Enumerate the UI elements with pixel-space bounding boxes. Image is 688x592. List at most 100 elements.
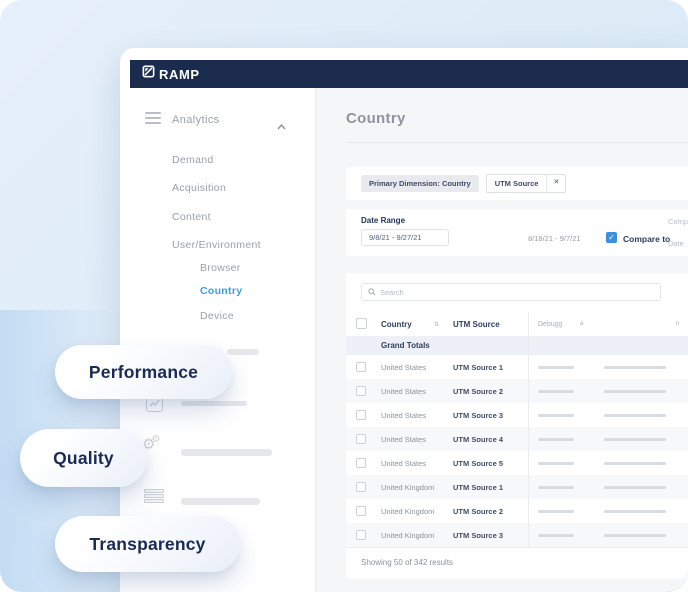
cell-country: United States xyxy=(381,363,427,372)
metric-placeholder-bar xyxy=(538,534,574,537)
sort-icon: n xyxy=(676,321,680,327)
date-range-bar: Date Range 9/8/21 - 9/27/21 8/18/21 - 9/… xyxy=(346,209,688,256)
results-table-card: Search Country ⇅ UTM Source : Debugg a n… xyxy=(346,273,688,579)
cell-country: United States xyxy=(381,387,427,396)
divider xyxy=(346,547,688,548)
row-checkbox[interactable] xyxy=(356,434,366,444)
cell-utm-source: UTM Source 1 xyxy=(453,483,504,492)
select-all-checkbox[interactable] xyxy=(356,318,367,329)
cell-utm-source: UTM Source 2 xyxy=(453,507,504,516)
utm-source-chip[interactable]: UTM Source ✕ xyxy=(485,174,567,193)
top-navbar: RAMP xyxy=(130,60,688,88)
sidebar-item-user-environment[interactable]: User/Environment xyxy=(172,239,261,251)
sort-icon: a xyxy=(580,321,584,327)
metric-placeholder-bar xyxy=(604,366,666,369)
close-icon[interactable]: ✕ xyxy=(546,175,565,192)
sidebar-item-device[interactable]: Device xyxy=(200,310,234,322)
sidebar-placeholder-bar xyxy=(181,449,272,456)
content-panel: Country Primary Dimension: Country UTM S… xyxy=(315,88,688,592)
metric-placeholder-bar xyxy=(538,486,574,489)
cell-country: United States xyxy=(381,411,427,420)
column-header-country[interactable]: Country xyxy=(381,320,412,329)
table-row[interactable]: United States UTM Source 1 xyxy=(346,355,688,379)
metric-placeholder-bar xyxy=(604,390,666,393)
app-window: RAMP Analytics Demand Acquisition Conten… xyxy=(120,48,688,592)
row-checkbox[interactable] xyxy=(356,506,366,516)
sidebar-placeholder-bar xyxy=(181,498,260,505)
primary-dimension-chip[interactable]: Primary Dimension: Country xyxy=(361,175,479,192)
column-divider xyxy=(528,312,529,547)
sidebar-placeholder-bar xyxy=(181,401,247,406)
transparency-pill: Transparency xyxy=(55,516,240,572)
metric-placeholder-bar xyxy=(538,462,574,465)
sidebar-item-demand[interactable]: Demand xyxy=(172,154,214,166)
sort-icon[interactable]: ⇅ xyxy=(434,322,440,328)
table-row[interactable]: United Kingdom UTM Source 2 xyxy=(346,499,688,523)
results-count-text: Showing 50 of 342 results xyxy=(361,558,454,567)
sidebar-item-browser[interactable]: Browser xyxy=(200,262,241,274)
sidebar-item-content[interactable]: Content xyxy=(172,211,211,223)
transparency-pill-label: Transparency xyxy=(89,533,206,554)
cell-country: United Kingdom xyxy=(381,483,435,492)
metric-placeholder-bar xyxy=(604,462,666,465)
quality-pill: Quality xyxy=(20,429,147,487)
date-range-label: Date Range xyxy=(361,216,406,225)
cell-country: United Kingdom xyxy=(381,507,435,516)
server-stack-icon xyxy=(144,489,164,504)
row-checkbox[interactable] xyxy=(356,482,366,492)
table-row[interactable]: United States UTM Source 4 xyxy=(346,427,688,451)
compare-checkbox[interactable]: ✓ xyxy=(606,232,617,243)
quality-pill-label: Quality xyxy=(53,447,114,468)
compare-to-label: Compare to xyxy=(623,234,671,244)
utm-source-chip-label: UTM Source xyxy=(494,179,539,188)
sidebar-section-analytics[interactable]: Analytics xyxy=(172,114,220,126)
column-header-metric[interactable]: Debugg xyxy=(538,321,563,328)
row-checkbox[interactable] xyxy=(356,458,366,468)
cell-utm-source: UTM Source 3 xyxy=(453,411,504,420)
search-icon xyxy=(368,283,376,301)
table-row[interactable]: United States UTM Source 5 xyxy=(346,451,688,475)
metric-placeholder-bar xyxy=(538,366,574,369)
divider xyxy=(346,142,688,143)
chevron-up-icon[interactable] xyxy=(277,117,286,135)
metric-placeholder-bar xyxy=(538,390,574,393)
metric-placeholder-bar xyxy=(604,438,666,441)
table-header-row: Country ⇅ UTM Source : Debugg a n xyxy=(346,312,688,336)
row-checkbox[interactable] xyxy=(356,386,366,396)
cell-utm-source: UTM Source 3 xyxy=(453,531,504,540)
cell-country: United States xyxy=(381,435,427,444)
sidebar-placeholder-bar xyxy=(227,349,259,355)
metric-placeholder-bar xyxy=(604,486,666,489)
metric-placeholder-bar xyxy=(538,414,574,417)
metric-placeholder-bar xyxy=(538,510,574,513)
grand-totals-label: Grand Totals xyxy=(381,341,430,350)
brand-logo[interactable]: RAMP xyxy=(142,65,200,83)
row-checkbox[interactable] xyxy=(356,530,366,540)
cell-utm-source: UTM Source 1 xyxy=(453,363,504,372)
clipped-date-text: Date xyxy=(668,239,684,248)
table-row[interactable]: United Kingdom UTM Source 1 xyxy=(346,475,688,499)
metric-placeholder-bar xyxy=(538,438,574,441)
search-input[interactable]: Search xyxy=(361,283,661,301)
table-body: United States UTM Source 1 United States… xyxy=(346,355,688,547)
grand-totals-row: Grand Totals xyxy=(346,336,688,355)
row-checkbox[interactable] xyxy=(356,410,366,420)
table-row[interactable]: United Kingdom UTM Source 3 xyxy=(346,523,688,547)
hamburger-menu-icon[interactable] xyxy=(145,112,161,124)
performance-pill-label: Performance xyxy=(88,361,199,382)
sidebar-item-country[interactable]: Country xyxy=(200,285,243,297)
ramp-logo-icon xyxy=(142,65,155,83)
cell-country: United Kingdom xyxy=(381,531,435,540)
cell-utm-source: UTM Source 4 xyxy=(453,435,504,444)
sort-icon[interactable]: : xyxy=(501,321,503,327)
row-checkbox[interactable] xyxy=(356,362,366,372)
table-row[interactable]: United States UTM Source 3 xyxy=(346,403,688,427)
table-row[interactable]: United States UTM Source 2 xyxy=(346,379,688,403)
column-header-utm-source[interactable]: UTM Source xyxy=(453,320,500,329)
cell-utm-source: UTM Source 2 xyxy=(453,387,504,396)
cell-utm-source: UTM Source 5 xyxy=(453,459,504,468)
sidebar-item-acquisition[interactable]: Acquisition xyxy=(172,182,227,194)
cell-country: United States xyxy=(381,459,427,468)
date-range-input[interactable]: 9/8/21 - 9/27/21 xyxy=(361,229,449,246)
